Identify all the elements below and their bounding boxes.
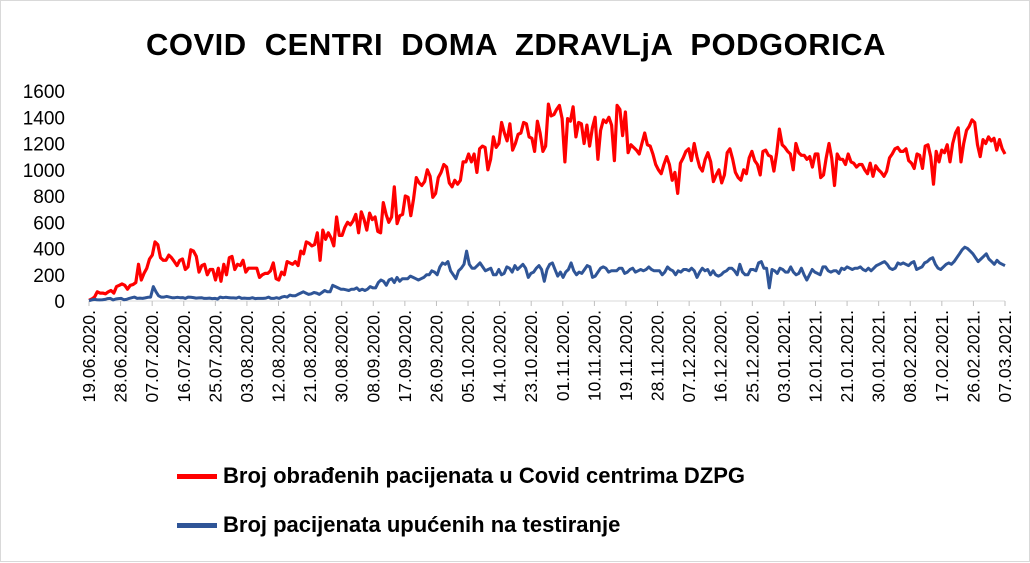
x-tick-label: 28.06.2020. <box>111 310 131 402</box>
legend-label-blue: Broj pacijenata upućenih na testiranje <box>223 512 621 537</box>
x-tick-label: 30.01.2021. <box>869 310 889 402</box>
x-tick-label: 17.09.2020. <box>395 310 415 402</box>
legend-label-red: Broj obrađenih pacijenata u Covid centri… <box>223 463 745 488</box>
x-tick-label: 12.08.2020. <box>269 310 289 402</box>
x-tick-label: 03.08.2020. <box>237 310 257 402</box>
x-axis: 19.06.2020. 28.06.2020. 07.07.2020. 16.07.2… <box>79 300 1015 402</box>
y-tick-label: 1200 <box>23 135 65 156</box>
y-tick-label: 0 <box>54 292 65 313</box>
series-line-blue <box>88 245 1006 303</box>
y-tick-label: 1000 <box>23 161 65 182</box>
x-tick-label: 08.02.2021. <box>900 310 920 402</box>
x-tick-label: 14.10.2020. <box>490 310 510 402</box>
x-tick-label: 08.09.2020. <box>363 310 383 402</box>
y-tick-label: 200 <box>33 266 65 287</box>
x-tick-label: 26.02.2021. <box>963 310 983 402</box>
legend-swatch-red <box>177 473 217 479</box>
x-tick-label: 07.12.2020. <box>679 310 699 402</box>
x-tick-label: 12.01.2021. <box>805 310 825 402</box>
x-tick-label: 23.10.2020. <box>521 310 541 402</box>
y-tick-label: 1400 <box>23 108 65 129</box>
x-tick-label: 16.07.2020. <box>174 310 194 402</box>
y-tick-label: 800 <box>33 187 65 208</box>
x-tick-label: 21.01.2021. <box>837 310 857 402</box>
y-tick-label: 400 <box>33 240 65 261</box>
series-line-red <box>88 102 1007 302</box>
x-tick-label: 07.07.2020. <box>142 310 162 402</box>
x-tick-label: 21.08.2020. <box>300 310 320 402</box>
legend-swatch-blue <box>177 522 217 528</box>
x-tick-label: 01.11.2020. <box>553 310 573 401</box>
legend-item-red: Broj obrađenih pacijenata u Covid centri… <box>177 463 745 489</box>
y-tick-label: 600 <box>33 213 65 234</box>
x-tick-label: 03.01.2021. <box>774 310 794 402</box>
y-axis: 0 200 400 600 800 1000 1200 1400 1600 <box>23 82 65 313</box>
chart-title: COVID CENTRI DOMA ZDRAVLjA PODGORICA <box>145 27 886 62</box>
x-tick-label: 19.11.2020. <box>616 310 636 401</box>
x-tick-label: 05.10.2020. <box>458 310 478 402</box>
series-layer <box>88 102 1007 303</box>
x-tick-label: 28.11.2020. <box>648 310 668 401</box>
x-tick-label: 17.02.2021. <box>932 310 952 402</box>
x-tick-label: 16.12.2020. <box>711 310 731 402</box>
x-tick-label: 19.06.2020. <box>79 310 99 402</box>
x-tick-label: 30.08.2020. <box>332 310 352 402</box>
y-tick-label: 1600 <box>23 82 65 103</box>
x-tick-label: 26.09.2020. <box>426 310 446 402</box>
x-tick-label: 25.12.2020. <box>742 310 762 402</box>
legend-item-blue: Broj pacijenata upućenih na testiranje <box>177 512 620 538</box>
x-tick-label: 07.03.2021. <box>995 310 1015 402</box>
x-tick-label: 10.11.2020. <box>584 310 604 401</box>
x-tick-label: 25.07.2020. <box>205 310 225 402</box>
